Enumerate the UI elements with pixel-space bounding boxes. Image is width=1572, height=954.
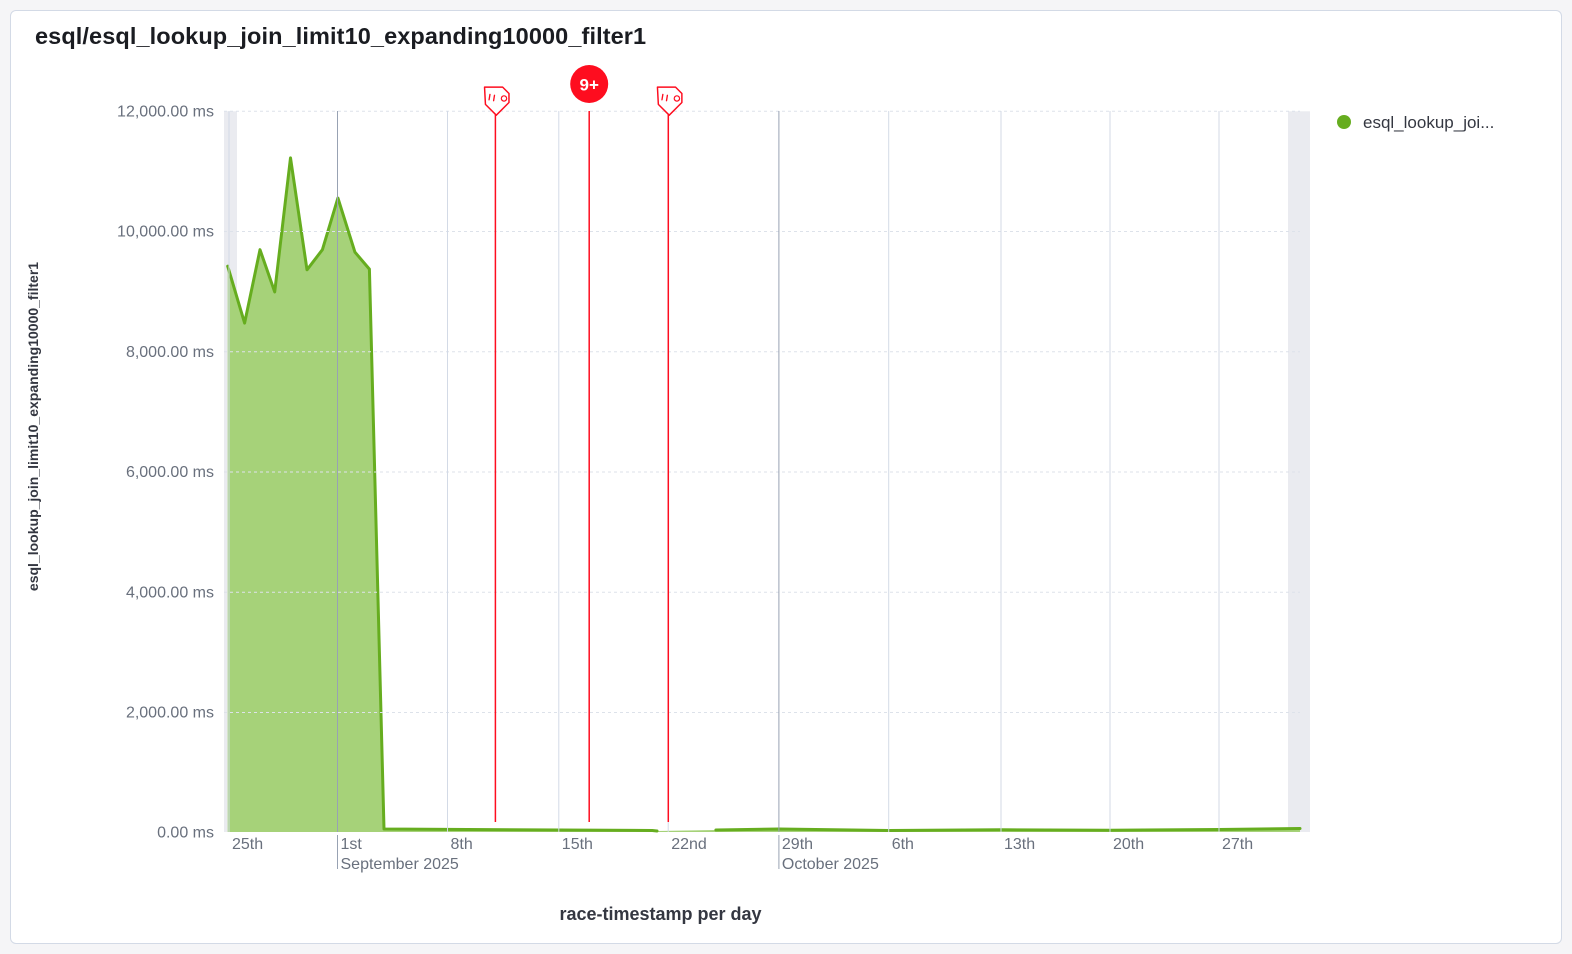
- svg-text:0.00 ms: 0.00 ms: [157, 825, 214, 842]
- svg-text:15th: 15th: [562, 836, 593, 853]
- svg-text:12,000.00 ms: 12,000.00 ms: [117, 104, 214, 121]
- svg-text:13th: 13th: [1004, 836, 1035, 853]
- svg-text:10,000.00 ms: 10,000.00 ms: [117, 224, 214, 241]
- svg-text:September 2025: September 2025: [341, 856, 459, 873]
- svg-text:27th: 27th: [1222, 836, 1253, 853]
- svg-text:esql_lookup_joi...: esql_lookup_joi...: [1363, 113, 1494, 132]
- svg-text:October 2025: October 2025: [782, 856, 879, 873]
- svg-text:6th: 6th: [892, 836, 914, 853]
- svg-text:6,000.00 ms: 6,000.00 ms: [126, 464, 214, 481]
- svg-text:22nd: 22nd: [671, 836, 707, 853]
- svg-text:4,000.00 ms: 4,000.00 ms: [126, 584, 214, 601]
- svg-text:1st: 1st: [341, 836, 363, 853]
- svg-text:25th: 25th: [232, 836, 263, 853]
- svg-text:8th: 8th: [451, 836, 473, 853]
- svg-text:20th: 20th: [1113, 836, 1144, 853]
- svg-text:29th: 29th: [782, 836, 813, 853]
- svg-text:2,000.00 ms: 2,000.00 ms: [126, 705, 214, 722]
- svg-text:9+: 9+: [580, 76, 599, 95]
- svg-text:8,000.00 ms: 8,000.00 ms: [126, 344, 214, 361]
